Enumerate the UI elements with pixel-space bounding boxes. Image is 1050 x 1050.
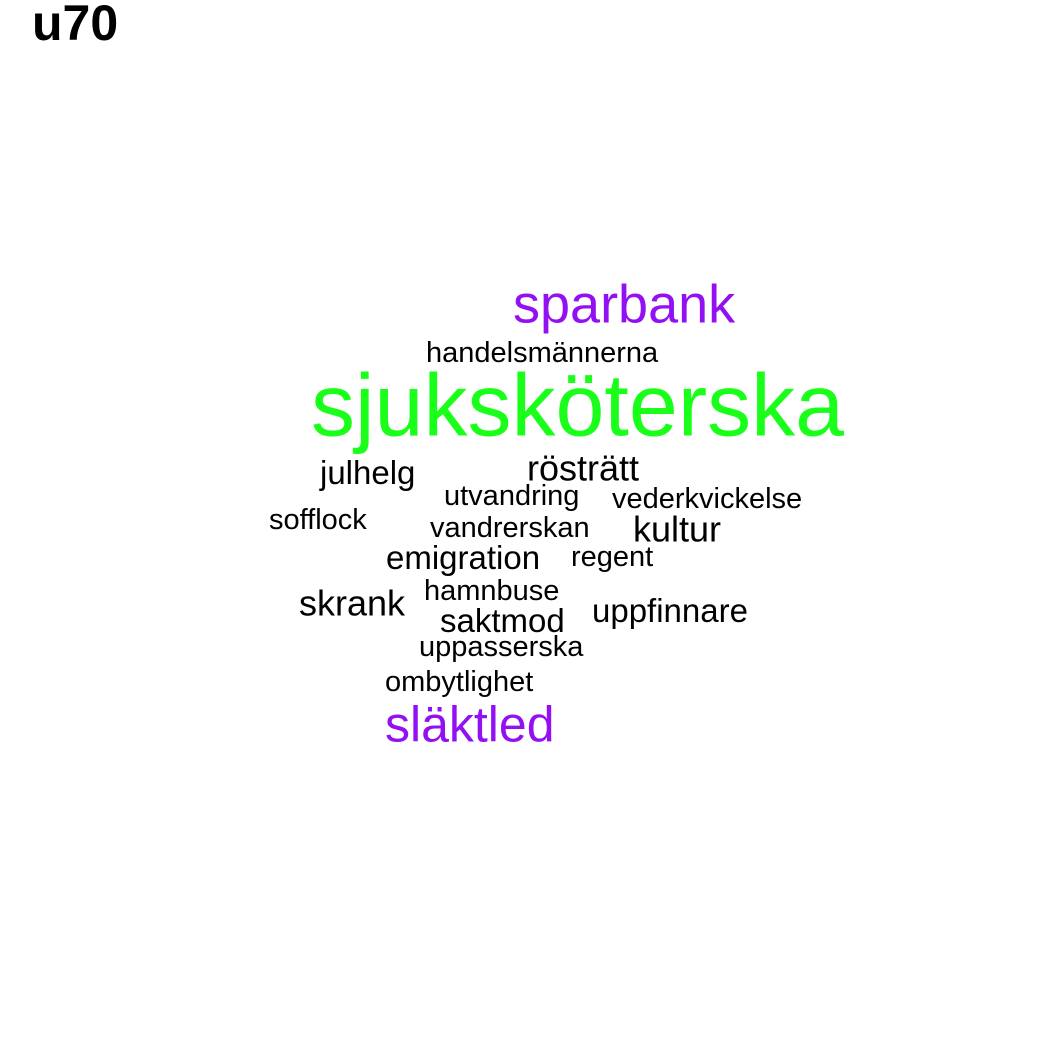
word-1: handelsmännerna — [426, 337, 659, 370]
word-17: ombytlighet — [385, 666, 534, 699]
word-10: emigration — [386, 538, 541, 576]
word-4: julhelg — [320, 453, 416, 491]
word-12: hamnbuse — [424, 575, 560, 608]
word-7: sofflock — [269, 504, 367, 537]
word-14: saktmod — [440, 601, 565, 639]
word-13: skrank — [299, 582, 406, 624]
word-2: sjuksköterska — [311, 355, 845, 455]
word-6: vederkvickelse — [612, 483, 803, 516]
word-11: regent — [571, 541, 654, 574]
word-18: släktled — [385, 696, 555, 753]
word-16: uppasserska — [419, 631, 584, 664]
word-5: utvandring — [444, 480, 580, 513]
word-9: kultur — [633, 508, 722, 550]
cloud-title: u70 — [32, 0, 119, 51]
word-0: sparbank — [513, 274, 736, 335]
word-3: rösträtt — [527, 447, 640, 489]
word-15: uppfinnare — [592, 591, 748, 629]
word-8: vandrerskan — [430, 512, 590, 545]
